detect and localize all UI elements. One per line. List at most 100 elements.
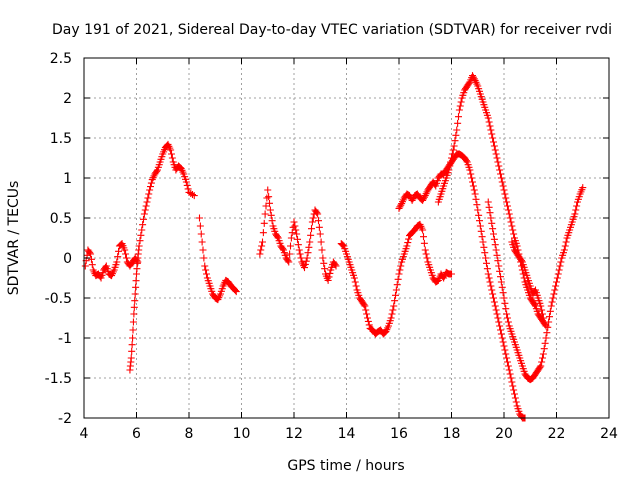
data-point	[268, 217, 276, 225]
data-point	[142, 202, 150, 210]
data-point	[448, 150, 456, 158]
data-point	[196, 222, 204, 230]
data-point	[488, 130, 496, 138]
data-point	[132, 283, 140, 291]
data-point	[490, 298, 498, 306]
data-point	[190, 192, 198, 200]
data-point	[455, 106, 463, 114]
data-point	[486, 122, 494, 130]
data-point	[267, 211, 275, 219]
data-point	[470, 186, 478, 194]
data-point	[449, 146, 457, 154]
data-point	[553, 278, 560, 286]
data-point	[485, 203, 493, 211]
data-point	[135, 242, 143, 250]
data-point	[486, 209, 494, 217]
data-point	[144, 194, 152, 202]
data-point	[141, 206, 149, 214]
data-point	[504, 314, 511, 322]
data-point	[308, 225, 315, 233]
y-tick-label: 2.5	[50, 51, 72, 67]
data-point	[351, 278, 359, 286]
data-point	[513, 242, 521, 250]
data-point	[392, 286, 400, 294]
data-point	[496, 322, 504, 330]
data-point	[316, 230, 324, 238]
data-point	[572, 206, 580, 214]
data-point	[81, 262, 89, 270]
data-point	[363, 310, 371, 318]
y-tick-label: 1.5	[50, 131, 72, 147]
data-point	[453, 126, 461, 134]
data-point	[545, 318, 553, 326]
data-point	[308, 218, 316, 226]
data-point	[556, 262, 564, 270]
data-point	[508, 222, 516, 230]
series-arc-3	[196, 214, 240, 304]
data-point	[147, 183, 154, 191]
data-point	[484, 198, 492, 206]
data-point	[497, 330, 505, 338]
data-point	[506, 214, 514, 222]
data-point	[408, 196, 416, 204]
data-point	[446, 162, 454, 170]
data-point	[279, 245, 287, 253]
data-point	[388, 310, 396, 318]
data-point	[491, 302, 499, 310]
data-point	[548, 298, 556, 306]
y-axis-label: SDTVAR / TECUs	[6, 181, 22, 296]
data-point	[285, 258, 293, 266]
data-point	[301, 260, 309, 268]
data-point	[538, 358, 546, 366]
data-point	[492, 246, 500, 254]
data-point	[136, 237, 144, 245]
data-point	[542, 322, 550, 330]
data-point	[455, 113, 462, 121]
data-point	[454, 119, 462, 127]
series-arc-5	[337, 220, 455, 338]
data-point	[259, 238, 266, 246]
data-point	[505, 210, 513, 218]
data-point	[114, 253, 122, 261]
y-tick-label: 0	[63, 251, 72, 267]
data-point	[553, 274, 561, 282]
series-arc-7	[434, 72, 550, 330]
data-point	[504, 362, 512, 370]
data-point	[153, 167, 161, 175]
data-point	[122, 250, 130, 258]
data-point	[313, 209, 321, 217]
data-point	[140, 210, 148, 218]
data-point	[476, 217, 483, 225]
data-point	[263, 194, 271, 202]
data-point	[291, 222, 299, 230]
data-point	[544, 323, 552, 331]
x-tick-label: 18	[443, 426, 461, 442]
data-point	[571, 210, 579, 218]
data-point	[419, 196, 427, 204]
data-point	[266, 206, 274, 214]
data-point	[497, 170, 504, 178]
data-point	[511, 390, 518, 398]
data-point	[315, 217, 322, 225]
data-point	[484, 270, 492, 278]
data-point	[500, 186, 508, 194]
data-point	[465, 79, 473, 87]
data-point	[551, 286, 559, 294]
data-point	[419, 226, 427, 234]
data-point	[297, 254, 305, 262]
data-point	[318, 246, 326, 254]
data-point	[198, 238, 206, 246]
data-point	[562, 238, 570, 246]
data-point	[325, 273, 333, 281]
data-point	[502, 194, 510, 202]
data-point	[466, 166, 474, 174]
data-point	[147, 179, 155, 187]
axes: 4 6 8 10 12 14 16 18 20 22 24 -2 -1.5 -1 -0.5 0 0.5 1 1.5 2…	[45, 51, 618, 442]
data-point	[138, 226, 146, 234]
data-point	[505, 366, 513, 374]
data-point	[305, 243, 313, 251]
data-point	[201, 262, 209, 270]
data-point	[128, 347, 136, 355]
data-point	[494, 158, 502, 166]
data-point	[352, 282, 360, 290]
